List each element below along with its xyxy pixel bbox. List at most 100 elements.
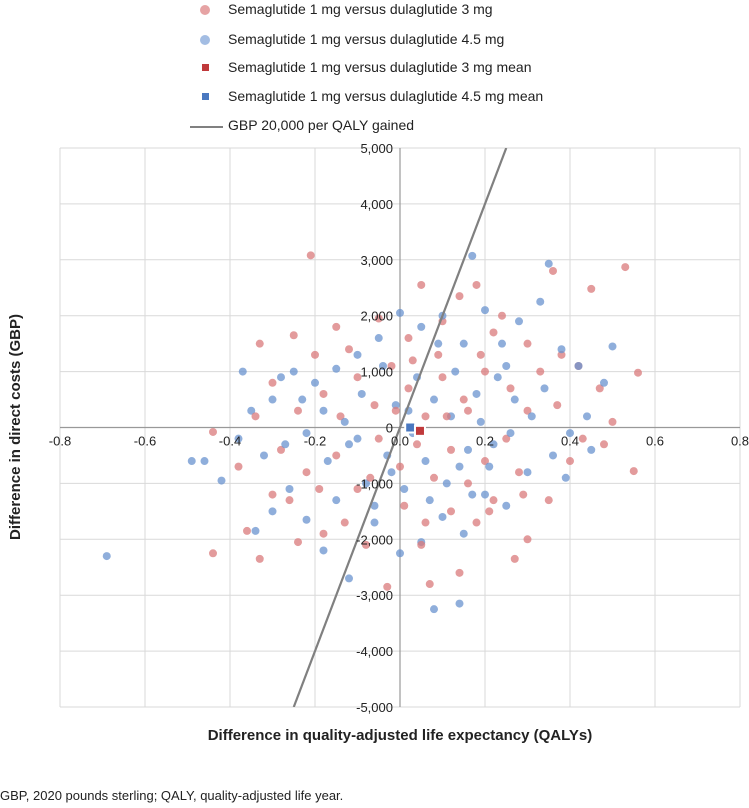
data-point-3mg [374,434,383,443]
data-point-3mg [332,451,341,460]
data-point-3mg [421,412,430,421]
data-point-4-5mg [298,395,307,404]
data-point-4-5mg [370,518,379,527]
data-point-4-5mg [319,406,328,415]
data-point-3mg [374,314,383,323]
data-point-3mg [481,367,489,376]
data-point-3mg [489,328,498,337]
data-point-4-5mg [353,350,362,359]
data-point-3mg [319,529,328,538]
data-point-3mg [455,568,464,577]
data-point-4-5mg [345,440,353,449]
data-point-4-5mg [506,429,515,438]
data-point-3mg [417,540,426,549]
data-point-4-5mg [468,251,477,260]
data-point-4-5mg [345,574,353,583]
data-point-3mg [234,462,243,471]
threshold-line [292,148,508,707]
data-point-3mg [294,538,302,547]
data-point-4-5mg [340,417,349,426]
y-tick-label: 2,000 [360,309,393,324]
data-point-3mg [595,384,604,393]
data-point-4-5mg [481,490,489,499]
data-point-3mg [268,378,277,387]
data-point-4-5mg [468,490,477,499]
data-point-3mg [578,434,587,443]
data-point-3mg [353,484,362,493]
data-point-3mg [455,292,464,301]
data-point-3mg [370,401,379,410]
data-point-3mg [302,468,311,477]
data-point-4-5mg [251,526,260,535]
data-point-4-5mg [549,451,557,460]
data-point-3mg [209,549,217,558]
y-tick-label: 4,000 [360,197,393,212]
data-point-4-5mg [438,512,447,521]
data-point-3mg [536,367,545,376]
y-tick-label: -2,000 [356,532,393,547]
data-point-4-5mg [583,412,591,421]
data-point-3mg [472,518,481,527]
data-point-3mg [340,518,349,527]
data-point-3mg [515,468,523,477]
mean-marker-4-5mg [404,421,417,434]
data-point-4-5mg [391,401,400,410]
data-point-4-5mg [319,546,328,555]
data-point-4-5mg [459,339,468,348]
data-point-4-5mg [489,440,498,449]
data-point-3mg [608,417,617,426]
data-point-3mg [566,457,574,466]
data-point-4-5mg [362,479,370,488]
data-point-3mg [476,350,485,359]
data-point-4-5mg [544,259,553,268]
data-point-4-5mg [370,501,379,510]
data-point-3mg [481,457,489,466]
data-point-4-5mg [268,395,277,404]
data-point-3mg [404,384,413,393]
data-point-4-5mg [523,468,532,477]
data-point-4-5mg [442,479,451,488]
data-point-4-5mg [464,445,472,454]
data-point-4-5mg [600,378,608,387]
data-point-3mg [413,440,421,449]
data-point-3mg [434,350,443,359]
data-point-3mg [289,331,298,340]
data-point-4-5mg [238,367,247,376]
data-point-3mg [209,427,217,436]
x-tick-label: 0.2 [476,434,494,449]
data-point-4-5mg [302,429,311,438]
legend-label-3mg-mean: Semaglutide 1 mg versus dulaglutide 3 mg… [228,59,532,75]
x-tick-label: 0.4 [561,434,579,449]
data-point-3mg [404,334,413,343]
data-point-4-5mg [608,342,617,351]
data-point-3mg [421,518,430,527]
data-point-3mg [498,311,506,320]
data-point-3mg [366,473,375,482]
x-tick-label: 0.6 [646,434,664,449]
data-point-3mg [243,526,251,535]
data-point-3mg [519,490,528,499]
data-point-4-5mg [289,367,298,376]
data-point-4-5mg [374,334,383,343]
data-point-3mg [319,389,328,398]
data-point-3mg [557,350,566,359]
data-point-4-5mg [323,457,332,466]
legend-label-threshold: GBP 20,000 per QALY gained [228,117,415,133]
legend-marker-red-point [200,5,210,15]
data-point-3mg [306,251,315,260]
data-point-4-5mg [200,457,209,466]
data-point-3mg [294,406,302,415]
data-point-4-5mg [527,412,536,421]
data-point-3mg [255,554,264,563]
data-point-4-5mg [472,389,481,398]
data-point-4-5mg [332,364,341,373]
data-point-4-5mg [459,529,468,538]
data-point-3mg [544,496,553,505]
data-point-3mg [523,406,532,415]
data-point-4-5mg [277,373,285,382]
data-point-3mg [464,406,472,415]
data-point-4-5mg [536,297,545,306]
data-point-3mg [438,373,447,382]
legend-marker-threshold-line [190,126,223,128]
